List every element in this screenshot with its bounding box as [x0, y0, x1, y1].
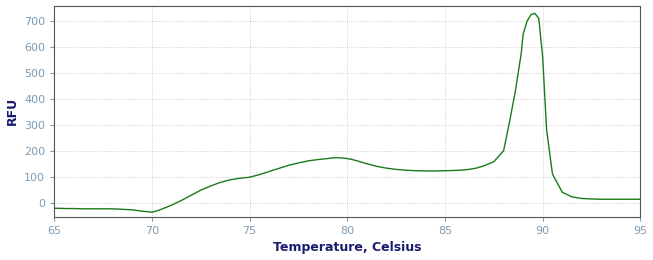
Y-axis label: RFU: RFU — [6, 97, 18, 125]
X-axis label: Temperature, Celsius: Temperature, Celsius — [273, 242, 422, 255]
